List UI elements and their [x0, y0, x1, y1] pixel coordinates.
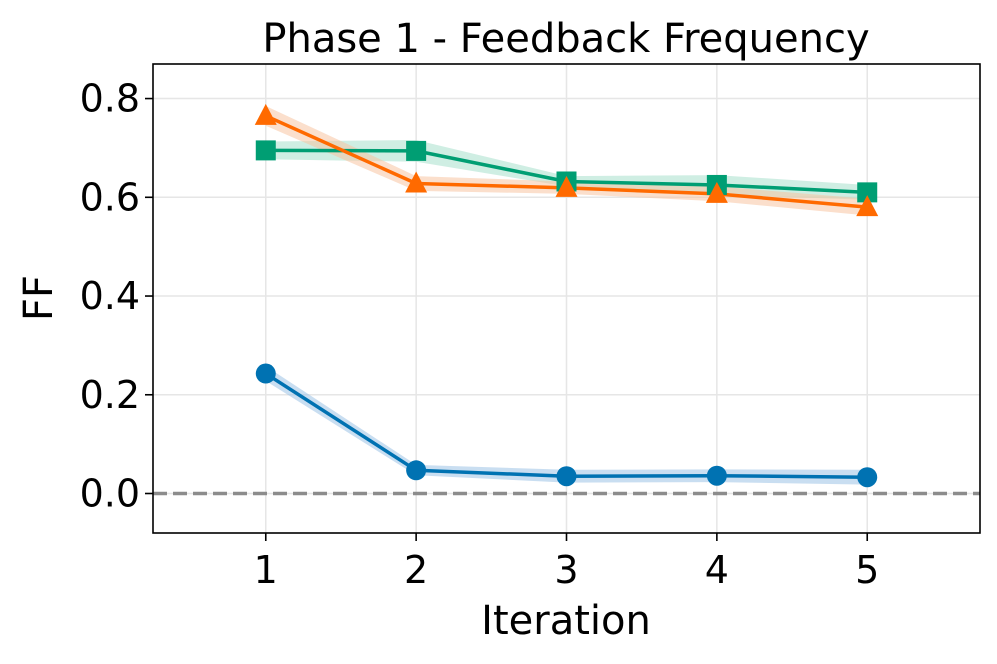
circle-marker	[857, 467, 878, 488]
triangle-marker	[856, 195, 879, 217]
circle-marker	[406, 460, 427, 481]
series-markers	[254, 103, 879, 488]
square-marker	[406, 140, 427, 161]
y-tick-label: 0.0	[80, 472, 140, 516]
x-tick-label: 1	[254, 548, 278, 592]
axis-ticks: 1 2 3 4 5 0.0 0.2 0.4 0.6 0.8	[80, 77, 880, 592]
triangle-marker	[254, 103, 277, 125]
square-marker	[857, 182, 878, 203]
triangle-marker	[705, 181, 728, 203]
triangle-marker	[555, 175, 578, 197]
grid	[153, 64, 980, 533]
x-tick-label: 2	[404, 548, 428, 592]
x-tick-label: 4	[705, 548, 729, 592]
x-tick-label: 3	[554, 548, 578, 592]
y-tick-label: 0.4	[80, 274, 140, 318]
x-tick-label: 5	[855, 548, 879, 592]
y-tick-label: 0.2	[80, 373, 140, 417]
y-tick-label: 0.6	[80, 175, 140, 219]
series-circle-band	[265, 366, 868, 485]
circle-marker	[556, 466, 577, 487]
circle-marker	[706, 465, 727, 486]
circle-marker	[255, 363, 276, 384]
y-axis-label: FF	[16, 275, 62, 321]
square-marker	[255, 140, 276, 161]
triangle-marker	[405, 171, 428, 193]
y-tick-label: 0.8	[80, 77, 140, 121]
chart-title: Phase 1 - Feedback Frequency	[262, 16, 869, 62]
x-axis-label: Iteration	[481, 598, 651, 644]
